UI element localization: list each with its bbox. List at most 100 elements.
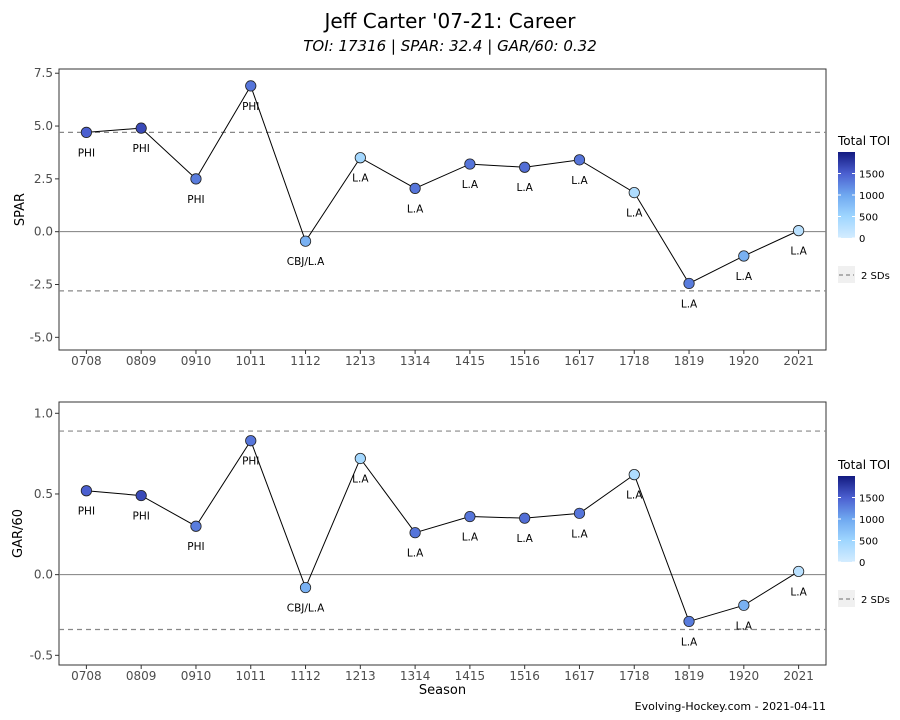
data-point bbox=[299, 581, 312, 594]
data-point bbox=[793, 225, 805, 237]
team-label: L.A bbox=[462, 532, 479, 544]
x-tick-label: 1112 bbox=[290, 354, 321, 368]
series-line bbox=[86, 84, 799, 285]
x-tick-label: 0809 bbox=[126, 669, 157, 683]
data-point bbox=[793, 565, 805, 578]
chart-caption: Evolving-Hockey.com - 2021-04-11 bbox=[635, 700, 826, 713]
x-tick-label: 2021 bbox=[783, 354, 814, 368]
team-label: PHI bbox=[78, 147, 95, 159]
team-label: CBJ/L.A bbox=[287, 256, 325, 268]
team-label: CBJ/L.A bbox=[287, 603, 325, 615]
data-point bbox=[519, 161, 531, 173]
data-point bbox=[628, 186, 640, 199]
team-label: L.A bbox=[352, 173, 369, 185]
data-point bbox=[135, 489, 147, 502]
chart-subtitle: TOI: 17316 | SPAR: 32.4 | GAR/60: 0.32 bbox=[303, 37, 597, 55]
data-point bbox=[245, 80, 257, 92]
legend-tick-label: 1500 bbox=[859, 494, 884, 505]
data-point bbox=[519, 512, 531, 524]
legend-tick-label: 1000 bbox=[859, 191, 884, 202]
y-tick-label: 2.5 bbox=[34, 172, 53, 186]
team-label: L.A bbox=[516, 533, 533, 545]
x-tick-label: 1718 bbox=[619, 354, 650, 368]
y-tick-label: 0.0 bbox=[34, 568, 53, 582]
team-label: L.A bbox=[626, 208, 643, 220]
data-point bbox=[738, 599, 750, 611]
team-label: L.A bbox=[790, 246, 807, 258]
team-label: L.A bbox=[407, 203, 424, 215]
y-tick-label: 5.0 bbox=[34, 119, 53, 133]
data-point bbox=[628, 469, 640, 481]
legend-title: Total TOI bbox=[837, 134, 890, 148]
team-label: PHI bbox=[242, 101, 259, 113]
team-label: L.A bbox=[736, 620, 753, 632]
x-tick-label: 1718 bbox=[619, 669, 650, 683]
panel-2: 1.0 0.5 0.0 -0.5 0708 0809 0910 1011 1112 1213 131… bbox=[11, 401, 890, 698]
legend-tick-label: 500 bbox=[859, 213, 878, 224]
x-tick-label: 1617 bbox=[564, 669, 595, 683]
x-tick-label: 1516 bbox=[509, 354, 540, 368]
plot-frame bbox=[58, 401, 827, 666]
x-tick-label: 1213 bbox=[345, 669, 376, 683]
data-point bbox=[573, 154, 586, 166]
x-tick-label: 0708 bbox=[71, 669, 102, 683]
x-tick-label: 1920 bbox=[729, 669, 760, 683]
team-label: PHI bbox=[133, 511, 150, 523]
team-label: L.A bbox=[790, 586, 807, 598]
team-label: L.A bbox=[571, 528, 588, 540]
x-tick-label: 1415 bbox=[455, 354, 486, 368]
data-point bbox=[80, 126, 92, 138]
team-label: PHI bbox=[242, 456, 259, 468]
team-label: L.A bbox=[626, 490, 643, 502]
y-tick-label: -2.5 bbox=[30, 278, 53, 292]
plot-frame bbox=[58, 68, 827, 351]
team-label: PHI bbox=[133, 143, 150, 155]
data-point bbox=[683, 277, 695, 290]
data-point bbox=[299, 235, 312, 247]
data-point bbox=[683, 615, 695, 628]
data-point bbox=[190, 520, 202, 532]
legend-tick-label: 1500 bbox=[859, 170, 884, 181]
legend-sd-label: 2 SDs bbox=[861, 271, 890, 282]
y-axis-title: GAR/60 bbox=[11, 509, 26, 558]
data-point bbox=[354, 452, 366, 465]
x-tick-label: 0809 bbox=[126, 354, 157, 368]
x-tick-label: 1011 bbox=[235, 669, 266, 683]
data-point bbox=[409, 182, 421, 194]
data-point bbox=[80, 485, 92, 497]
y-tick-label: 0.0 bbox=[34, 225, 53, 239]
team-label: PHI bbox=[187, 541, 204, 553]
team-label: L.A bbox=[352, 473, 369, 485]
team-label: PHI bbox=[78, 506, 95, 518]
x-tick-label: 0910 bbox=[181, 354, 212, 368]
x-tick-label: 1819 bbox=[674, 669, 705, 683]
legend-sd-label: 2 SDs bbox=[861, 595, 890, 606]
panel-1: 7.5 5.0 2.5 0.0 -2.5 -5.0 0708 0809 0910 1011 1112… bbox=[13, 66, 890, 368]
data-point bbox=[190, 173, 202, 185]
team-label: L.A bbox=[681, 298, 698, 310]
y-tick-label: 0.5 bbox=[34, 487, 53, 501]
data-point bbox=[135, 122, 147, 134]
x-tick-label: 1920 bbox=[729, 354, 760, 368]
y-tick-label: -5.0 bbox=[30, 330, 53, 344]
legend-tick-label: 0 bbox=[859, 558, 865, 569]
chart-title: Jeff Carter '07-21: Career bbox=[322, 9, 576, 33]
x-axis-title: Season bbox=[419, 683, 466, 698]
data-point bbox=[354, 152, 366, 164]
legend-tick-label: 500 bbox=[859, 537, 878, 548]
x-tick-label: 2021 bbox=[783, 669, 814, 683]
x-tick-label: 1617 bbox=[564, 354, 595, 368]
x-tick-label: 0910 bbox=[181, 669, 212, 683]
x-tick-label: 0708 bbox=[71, 354, 102, 368]
team-label: L.A bbox=[736, 271, 753, 283]
legend-tick-label: 0 bbox=[859, 234, 865, 245]
team-label: L.A bbox=[462, 179, 479, 191]
data-point bbox=[409, 527, 421, 539]
x-tick-label: 1415 bbox=[455, 669, 486, 683]
team-label: PHI bbox=[187, 194, 204, 206]
x-tick-label: 1516 bbox=[509, 669, 540, 683]
data-point bbox=[573, 507, 586, 519]
team-label: L.A bbox=[516, 182, 533, 194]
data-point bbox=[738, 250, 750, 262]
